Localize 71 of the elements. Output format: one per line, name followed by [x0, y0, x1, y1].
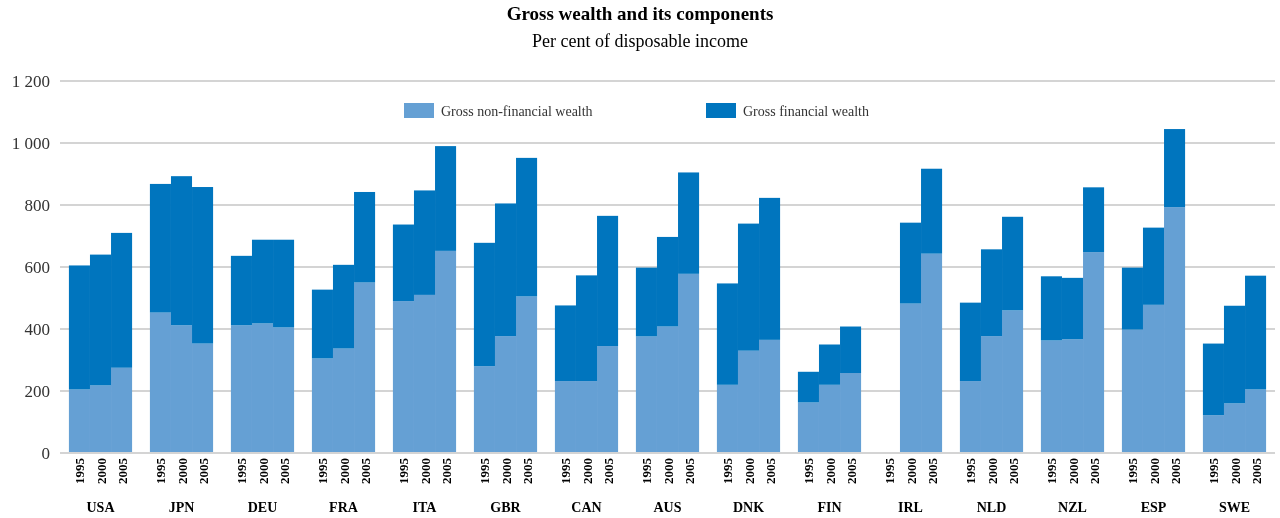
x-tick-label: 1995 — [1125, 457, 1141, 484]
x-tick-label: 1995 — [477, 457, 493, 484]
y-tick-label: 800 — [24, 195, 50, 215]
x-tick-label: 1995 — [315, 457, 331, 484]
text: USA — [86, 500, 116, 515]
x-tick-label: 2000 — [822, 458, 838, 484]
chart-subtitle: Per cent of disposable income — [532, 31, 748, 51]
x-tick-label: 2000 — [660, 458, 676, 484]
x-tick-label: 2005 — [762, 457, 778, 484]
x-tick-label: 2005 — [1167, 457, 1183, 484]
x-tick-label: 2000 — [498, 458, 514, 484]
x-tick-label: 2005 — [276, 457, 292, 484]
text: SWE — [1218, 500, 1251, 515]
text: FRA — [329, 500, 359, 515]
text: AUS — [653, 500, 682, 515]
x-tick-label: 1995 — [801, 457, 817, 484]
x-tick-label: 2000 — [93, 458, 109, 484]
x-tick-label: 2005 — [681, 457, 697, 484]
x-tick-label: 1995 — [639, 457, 655, 484]
y-tick-label: 400 — [24, 319, 50, 339]
y-tick-label: 0 — [41, 443, 50, 463]
x-tick-label: 2005 — [357, 457, 373, 484]
x-tick-label: 1995 — [234, 457, 250, 484]
x-tick-label: 1995 — [1206, 457, 1222, 484]
y-tick-label: 200 — [24, 381, 50, 401]
x-tick-label: 2005 — [1248, 457, 1264, 484]
text: FIN — [817, 500, 842, 515]
x-tick-label: 2005 — [438, 457, 454, 484]
text: JPN — [168, 500, 195, 515]
text: NLD — [976, 500, 1007, 515]
x-tick-label: 2005 — [843, 457, 859, 484]
x-tick-label: 1995 — [1044, 457, 1060, 484]
x-tick-label: 1995 — [396, 457, 412, 484]
x-tick-label: 2000 — [255, 458, 271, 484]
x-tick-label: 2005 — [195, 457, 211, 484]
x-tick-label: 2005 — [114, 457, 130, 484]
y-tick-label: 1 000 — [11, 133, 50, 153]
chart-title: Gross wealth and its components — [506, 3, 774, 24]
text: DEU — [247, 500, 278, 515]
x-tick-label: 2000 — [1065, 458, 1081, 484]
x-tick-label: 2000 — [579, 458, 595, 484]
text: ITA — [412, 500, 438, 515]
text: IRL — [898, 500, 923, 515]
x-tick-label: 1995 — [720, 457, 736, 484]
y-tick-label: 600 — [24, 257, 50, 277]
x-tick-label: 2000 — [741, 458, 757, 484]
x-tick-label: 2000 — [1227, 458, 1243, 484]
x-tick-label: 2005 — [1005, 457, 1021, 484]
text: ESP — [1140, 500, 1167, 515]
text: DNK — [732, 500, 765, 515]
x-tick-label: 2005 — [519, 457, 535, 484]
text: NZL — [1058, 500, 1087, 515]
x-tick-label: 2000 — [903, 458, 919, 484]
y-tick-label: 1 200 — [11, 71, 50, 91]
x-tick-label: 2000 — [417, 458, 433, 484]
x-tick-label: 2005 — [924, 457, 940, 484]
x-tick-label: 1995 — [882, 457, 898, 484]
x-tick-label: 2005 — [1086, 457, 1102, 484]
x-tick-label: 2000 — [984, 458, 1000, 484]
x-tick-label: 2000 — [174, 458, 190, 484]
x-tick-label: 1995 — [558, 457, 574, 484]
x-tick-label: 1995 — [963, 457, 979, 484]
text: CAN — [571, 500, 602, 515]
x-tick-label: 2005 — [600, 457, 616, 484]
text: GBR — [490, 500, 522, 515]
x-tick-label: 2000 — [1146, 458, 1162, 484]
legend-label: Gross financial wealth — [743, 103, 869, 119]
legend-label: Gross non-financial wealth — [441, 103, 593, 119]
x-tick-label: 1995 — [72, 457, 88, 484]
x-tick-label: 2000 — [336, 458, 352, 484]
x-tick-label: 1995 — [153, 457, 169, 484]
